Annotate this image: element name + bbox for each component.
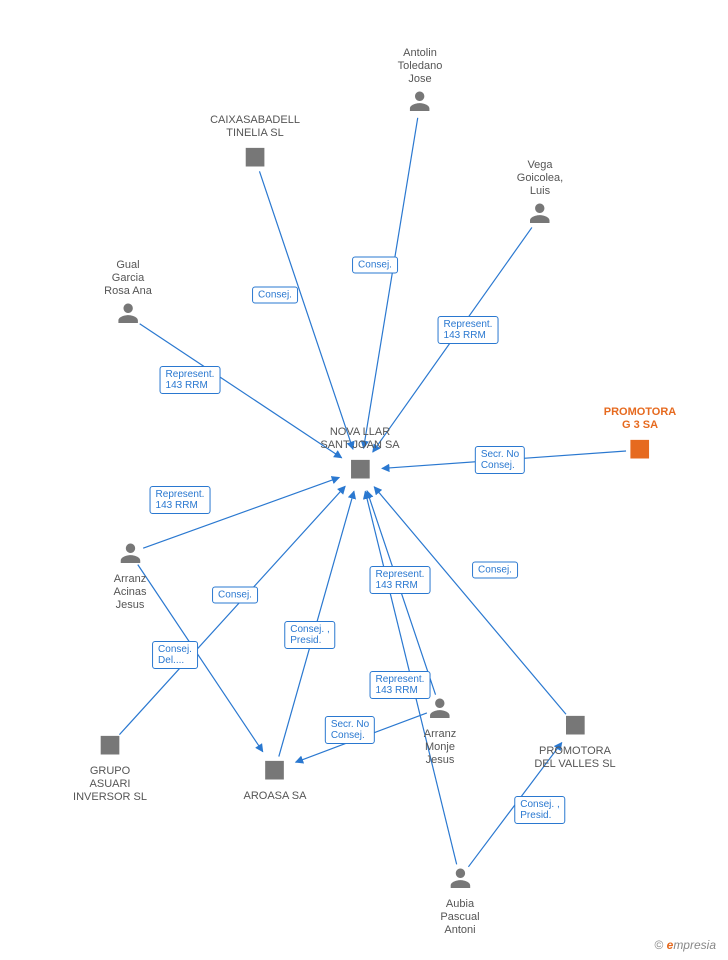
edge-promotora_g3-novallar [382, 451, 626, 468]
person-icon [517, 200, 563, 231]
node-novallar[interactable]: NOVA LLAR SANT JOAN SA [320, 426, 399, 487]
person-icon [440, 865, 479, 896]
edge-antolin-novallar [364, 118, 418, 448]
person-icon [113, 540, 146, 571]
brand-rest: mpresia [673, 938, 716, 952]
building-icon [320, 454, 399, 487]
building-icon [73, 730, 147, 763]
node-promotora_g3[interactable]: PROMOTORA G 3 SA [604, 406, 677, 467]
edge-label: Represent. 143 RRM [370, 566, 431, 594]
node-grupo_asuari[interactable]: GRUPO ASUARI INVERSOR SL [73, 730, 147, 804]
node-caixa[interactable]: CAIXASABADELL TINELIA SL [210, 114, 300, 175]
node-label: NOVA LLAR SANT JOAN SA [320, 426, 399, 452]
edge-arranz_acinas-novallar [143, 477, 339, 548]
person-icon [398, 88, 443, 119]
node-vega[interactable]: Vega Goicolea, Luis [517, 159, 563, 231]
node-antolin[interactable]: Antolin Toledano Jose [398, 47, 443, 119]
edge-label: Consej. [352, 257, 398, 274]
edge-label: Represent. 143 RRM [370, 671, 431, 699]
building-icon [210, 142, 300, 175]
edge-arranz_monje-aroasa [296, 713, 427, 762]
node-label: Arranz Monje Jesus [424, 728, 456, 767]
edge-label: Secr. No Consej. [325, 716, 375, 744]
network-diagram: NOVA LLAR SANT JOAN SA Antolin Toledano J… [0, 0, 728, 960]
node-label: PROMOTORA G 3 SA [604, 406, 677, 432]
edge-aroasa-novallar [279, 491, 354, 756]
edge-aubia-novallar [365, 491, 456, 864]
edge-vega-novallar [373, 227, 532, 452]
edge-arranz_acinas-aroasa [138, 565, 263, 752]
building-icon [604, 434, 677, 467]
edge-promotora_valles-novallar [374, 487, 566, 714]
edge-label: Represent. 143 RRM [160, 366, 221, 394]
node-label: Arranz Acinas Jesus [113, 573, 146, 612]
edge-label: Consej. Del.... [152, 641, 198, 669]
edge-label: Consej. , Presid. [284, 621, 335, 649]
node-label: CAIXASABADELL TINELIA SL [210, 114, 300, 140]
edge-label: Consej. [472, 562, 518, 579]
node-label: Gual Garcia Rosa Ana [104, 259, 152, 298]
edge-label: Represent. 143 RRM [150, 486, 211, 514]
edge-label: Secr. No Consej. [475, 446, 525, 474]
building-icon [244, 755, 307, 788]
node-gual[interactable]: Gual Garcia Rosa Ana [104, 259, 152, 331]
node-aroasa[interactable]: AROASA SA [244, 755, 307, 803]
person-icon [424, 695, 456, 726]
node-label: Antolin Toledano Jose [398, 47, 443, 86]
copyright: © empresia [654, 938, 716, 952]
edge-label: Consej. [212, 587, 258, 604]
node-promotora_valles[interactable]: PROMOTORA DEL VALLES SL [534, 710, 615, 771]
node-aubia[interactable]: Aubia Pascual Antoni [440, 865, 479, 937]
edge-grupo_asuari-novallar [119, 486, 345, 734]
edge-label: Consej. [252, 287, 298, 304]
node-label: Vega Goicolea, Luis [517, 159, 563, 198]
edge-caixa-novallar [259, 171, 353, 449]
edge-arranz_monje-novallar [367, 491, 436, 695]
building-icon [534, 710, 615, 743]
node-label: AROASA SA [244, 790, 307, 803]
node-label: GRUPO ASUARI INVERSOR SL [73, 765, 147, 804]
node-arranz_monje[interactable]: Arranz Monje Jesus [424, 695, 456, 767]
edge-label: Represent. 143 RRM [438, 316, 499, 344]
copyright-symbol: © [654, 938, 663, 952]
edge-gual-novallar [140, 324, 342, 458]
person-icon [104, 300, 152, 331]
node-label: Aubia Pascual Antoni [440, 898, 479, 937]
node-label: PROMOTORA DEL VALLES SL [534, 745, 615, 771]
node-arranz_acinas[interactable]: Arranz Acinas Jesus [113, 540, 146, 612]
edge-label: Consej. , Presid. [514, 796, 565, 824]
